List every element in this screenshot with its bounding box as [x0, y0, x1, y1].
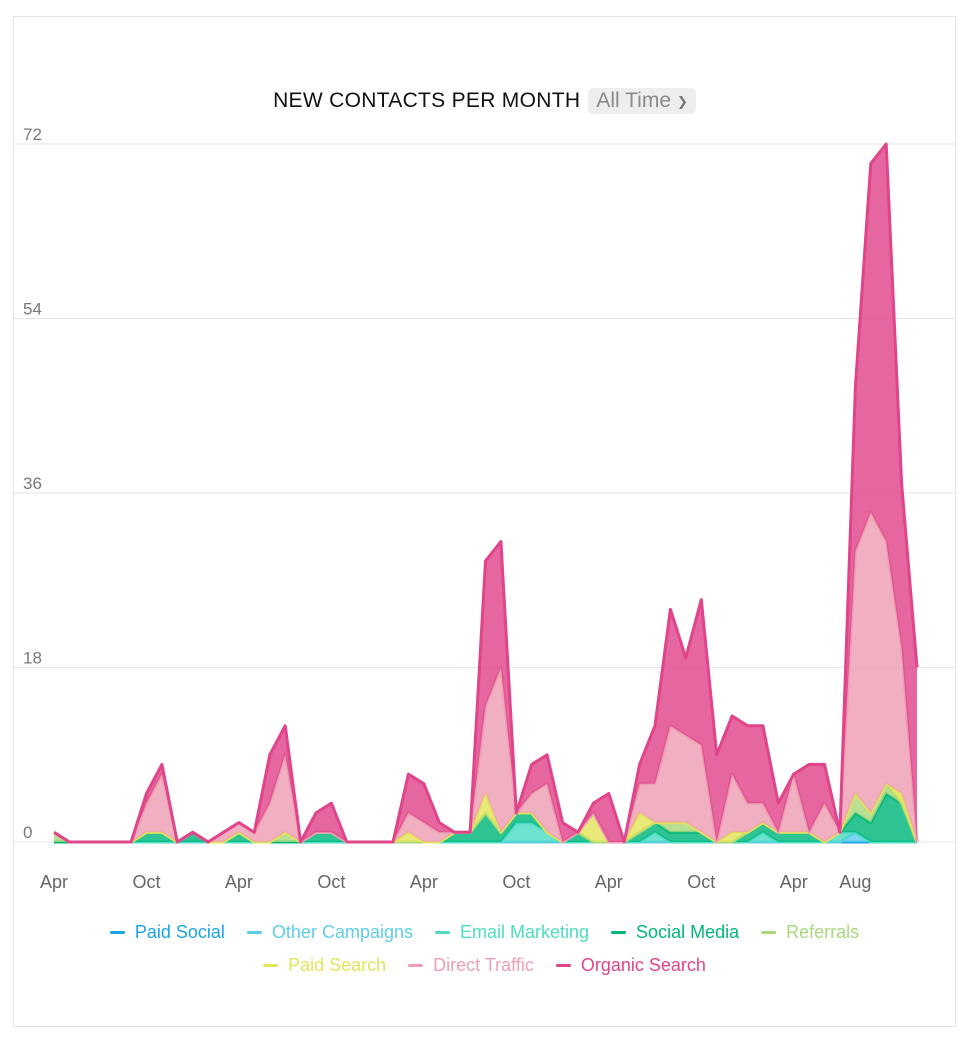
legend-swatch [555, 964, 571, 967]
area-paid-search [54, 783, 917, 842]
time-range-dropdown[interactable]: All Time ❯ [588, 88, 696, 114]
legend-swatch [263, 964, 279, 967]
legend-item-social-media[interactable]: Social Media [611, 922, 739, 943]
legend-label: Direct Traffic [433, 955, 534, 975]
chevron-down-icon: ❯ [677, 94, 688, 109]
area-social-media [54, 793, 917, 842]
legend-swatch [611, 931, 627, 934]
legend-swatch [435, 931, 450, 934]
legend-swatch [761, 931, 777, 934]
chart-header: NEW CONTACTS PER MONTH All Time ❯ [14, 83, 955, 119]
y-tick-label: 0 [23, 823, 32, 842]
legend-item-direct-traffic[interactable]: Direct Traffic [408, 955, 534, 976]
area-direct-traffic [54, 512, 917, 842]
legend-label: Referrals [786, 922, 860, 942]
legend-label: Email Marketing [460, 922, 590, 942]
x-tick-label: Oct [317, 872, 345, 892]
legend-item-other-campaigns[interactable]: Other Campaigns [246, 922, 413, 943]
x-tick-label: Apr [780, 872, 808, 892]
legend-label: Paid Search [288, 955, 387, 975]
x-tick-label: Apr [595, 872, 623, 892]
time-range-label: All Time [596, 89, 671, 112]
y-tick-label: 54 [23, 300, 42, 319]
area-email-marketing [54, 822, 917, 842]
legend-item-email-marketing[interactable]: Email Marketing [435, 922, 589, 943]
x-tick-label: Oct [502, 872, 530, 892]
legend-swatch [246, 931, 262, 934]
legend-item-referrals[interactable]: Referrals [761, 922, 859, 943]
y-tick-label: 36 [23, 474, 42, 493]
x-tick-label: Oct [132, 872, 160, 892]
line-organic-search [53, 142, 919, 844]
legend-label: Paid Social [134, 922, 225, 942]
legend-swatch [408, 964, 424, 967]
chart-card: NEW CONTACTS PER MONTH All Time ❯ 0 18 36 5… [13, 16, 956, 1027]
y-tick-label: 72 [23, 125, 42, 144]
chart-legend: Paid Social Other Campaigns Email Market… [54, 922, 915, 976]
x-tick-label: Apr [410, 872, 438, 892]
legend-item-paid-social[interactable]: Paid Social [109, 922, 225, 943]
area-chart: 0 18 36 54 72 Apr Oct Apr Oct Apr Oct Apr Oct Apr Aug [14, 125, 955, 892]
legend-label: Social Media [636, 922, 740, 942]
x-tick-label: Apr [40, 872, 68, 892]
x-tick-label: Oct [687, 872, 715, 892]
chart-title: NEW CONTACTS PER MONTH [273, 89, 581, 112]
area-organic-search [54, 144, 917, 842]
x-tick-label: Apr [225, 872, 253, 892]
legend-swatch [109, 931, 125, 934]
legend-label: Organic Search [580, 955, 706, 975]
y-tick-label: 18 [23, 649, 42, 668]
legend-label: Other Campaigns [271, 922, 413, 942]
legend-item-paid-search[interactable]: Paid Search [263, 955, 386, 976]
x-tick-label: Aug [839, 872, 871, 892]
legend-item-organic-search[interactable]: Organic Search [555, 955, 706, 976]
